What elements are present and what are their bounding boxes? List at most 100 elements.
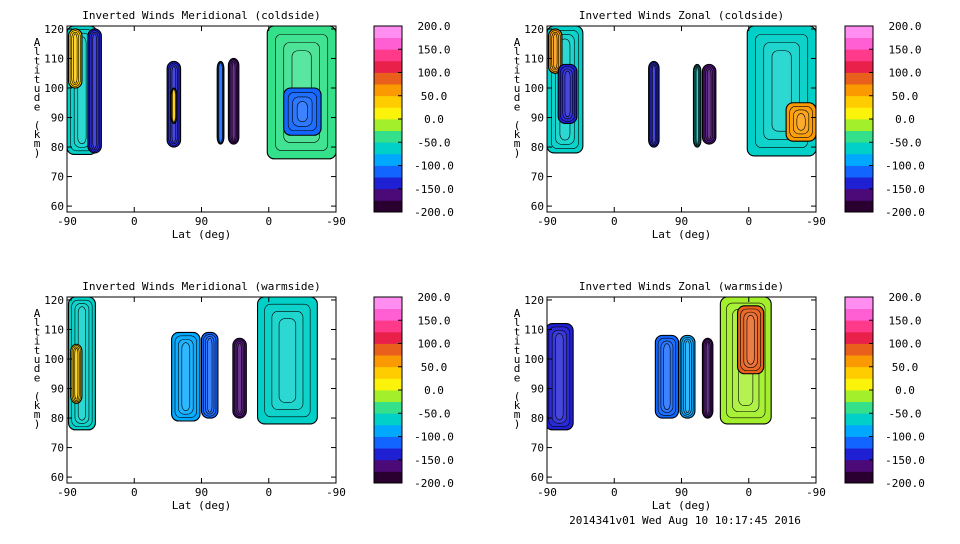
contour-field bbox=[67, 297, 318, 431]
colorbar-tick-label: 0.0 bbox=[895, 384, 915, 397]
x-tick-label: -90 bbox=[537, 486, 557, 499]
y-tick-label: 110 bbox=[524, 323, 544, 336]
contour-level bbox=[706, 68, 712, 140]
colorbar-swatch bbox=[374, 119, 402, 132]
colorbar-tick-label: -150.0 bbox=[885, 183, 925, 196]
contour-level bbox=[74, 347, 79, 400]
y-tick-label: 100 bbox=[44, 82, 64, 95]
colorbar-swatch bbox=[845, 95, 873, 108]
colorbar-tick-label: -100.0 bbox=[885, 431, 925, 444]
y-tick-label: 120 bbox=[524, 23, 544, 36]
colorbar: 200.0 150.0 100.0 50.0 0.0 -50.0 -100.0 -150.0 -… bbox=[373, 20, 454, 219]
contour-level bbox=[181, 342, 191, 412]
chart-panel-3: Inverted Winds Meridional (warmside) -90 0… bbox=[34, 280, 454, 512]
colorbar-swatch bbox=[845, 119, 873, 132]
colorbar-swatch bbox=[845, 188, 873, 201]
colorbar-swatch bbox=[845, 26, 873, 39]
colorbar-swatch bbox=[374, 130, 402, 143]
x-tick-label: 90 bbox=[675, 486, 688, 499]
y-tick-label: 80 bbox=[51, 141, 64, 154]
colorbar-swatch bbox=[374, 308, 402, 321]
colorbar-swatch bbox=[374, 331, 402, 344]
colorbar-swatch bbox=[845, 378, 873, 391]
contour-field bbox=[67, 26, 336, 160]
x-tick-label: 0 bbox=[611, 215, 618, 228]
colorbar-swatch bbox=[845, 49, 873, 62]
colorbar-tick-label: -50.0 bbox=[888, 407, 921, 420]
colorbar-tick-label: -50.0 bbox=[888, 136, 921, 149]
contour-level bbox=[237, 342, 242, 414]
colorbar-swatch bbox=[845, 153, 873, 166]
colorbar-swatch bbox=[845, 130, 873, 143]
colorbar-swatch bbox=[845, 320, 873, 333]
colorbar-swatch bbox=[374, 200, 402, 213]
contour-level bbox=[663, 343, 671, 411]
x-tick-label: -90 bbox=[806, 215, 826, 228]
colorbar-swatch bbox=[845, 366, 873, 379]
colorbar-swatch bbox=[845, 84, 873, 97]
colorbar-swatch bbox=[845, 343, 873, 356]
x-axis-label: Lat (deg) bbox=[172, 228, 232, 241]
y-tick-label: 110 bbox=[524, 52, 544, 65]
colorbar-swatch bbox=[374, 448, 402, 461]
chart-title: Inverted Winds Zonal (coldside) bbox=[579, 9, 784, 22]
y-tick-label: 100 bbox=[524, 82, 544, 95]
contour-level bbox=[564, 70, 571, 118]
contour-level bbox=[207, 338, 213, 413]
contour-field bbox=[547, 297, 772, 431]
colorbar-tick-label: 100.0 bbox=[888, 67, 921, 80]
colorbar-tick-label: 200.0 bbox=[888, 20, 921, 33]
colorbar-swatch bbox=[374, 153, 402, 166]
colorbar-swatch bbox=[374, 26, 402, 39]
colorbar-swatch bbox=[374, 142, 402, 155]
y-tick-label: 110 bbox=[44, 323, 64, 336]
colorbar-swatch bbox=[845, 471, 873, 484]
colorbar-tick-label: -50.0 bbox=[417, 136, 450, 149]
contour-level bbox=[296, 101, 308, 123]
y-tick-label: 90 bbox=[531, 383, 544, 396]
x-tick-label: 0 bbox=[131, 215, 138, 228]
x-tick-label: 90 bbox=[195, 215, 208, 228]
colorbar-swatch bbox=[845, 142, 873, 155]
x-tick-label: 0 bbox=[745, 486, 752, 499]
colorbar-tick-label: -200.0 bbox=[414, 477, 454, 490]
x-tick-label: 0 bbox=[745, 215, 752, 228]
colorbar-swatch bbox=[374, 413, 402, 426]
colorbar-swatch bbox=[374, 60, 402, 73]
colorbar-tick-label: 50.0 bbox=[421, 90, 448, 103]
colorbar-swatch bbox=[845, 177, 873, 190]
colorbar-swatch bbox=[845, 297, 873, 310]
chart-title: Inverted Winds Zonal (warmside) bbox=[579, 280, 784, 293]
y-tick-label: 120 bbox=[524, 294, 544, 307]
chart-title: Inverted Winds Meridional (coldside) bbox=[82, 9, 320, 22]
y-tick-label: 80 bbox=[531, 141, 544, 154]
colorbar-swatch bbox=[374, 188, 402, 201]
y-tick-label: 60 bbox=[531, 471, 544, 484]
colorbar-swatch bbox=[845, 60, 873, 73]
colorbar-tick-label: 100.0 bbox=[417, 67, 450, 80]
colorbar-swatch bbox=[374, 177, 402, 190]
x-tick-label: 0 bbox=[131, 486, 138, 499]
contour-level bbox=[652, 64, 656, 144]
y-tick-label: 90 bbox=[531, 112, 544, 125]
x-tick-label: 0 bbox=[265, 215, 272, 228]
y-tick-label: 70 bbox=[531, 442, 544, 455]
x-tick-label: 0 bbox=[611, 486, 618, 499]
x-tick-label: -90 bbox=[57, 215, 77, 228]
colorbar-swatch bbox=[845, 331, 873, 344]
colorbar-tick-label: 200.0 bbox=[888, 291, 921, 304]
colorbar-swatch bbox=[374, 459, 402, 472]
x-tick-label: -90 bbox=[537, 215, 557, 228]
colorbar-swatch bbox=[374, 95, 402, 108]
colorbar-swatch bbox=[374, 84, 402, 97]
y-tick-label: 80 bbox=[51, 412, 64, 425]
colorbar-swatch bbox=[374, 37, 402, 50]
contour-level bbox=[171, 89, 176, 123]
colorbar-tick-label: 100.0 bbox=[417, 338, 450, 351]
colorbar-tick-label: 150.0 bbox=[888, 314, 921, 327]
colorbar-swatch bbox=[374, 355, 402, 368]
colorbar-tick-label: -200.0 bbox=[885, 206, 925, 219]
